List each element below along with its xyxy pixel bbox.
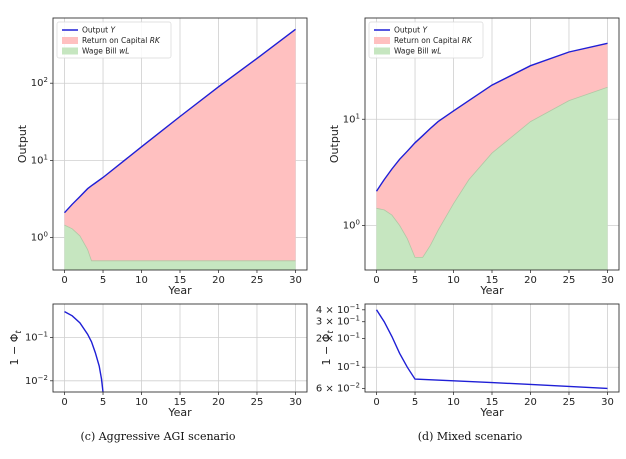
legend-label: Output Y xyxy=(82,26,116,35)
x-tick-label: 20 xyxy=(524,275,537,286)
y-tick-label: 10−1 xyxy=(25,331,48,344)
x-tick-label: 0 xyxy=(373,275,379,286)
x-axis-label: Year xyxy=(167,406,192,419)
y-tick-label: 10−2 xyxy=(25,374,48,387)
x-tick-label: 30 xyxy=(289,397,302,408)
legend-label: Output Y xyxy=(394,26,428,35)
output-line xyxy=(63,28,296,214)
legend-swatch xyxy=(62,47,78,55)
wage-bill-area xyxy=(376,87,608,270)
return-on-capital-area xyxy=(376,43,608,258)
x-tick-label: 30 xyxy=(601,275,614,286)
x-tick-label: 20 xyxy=(212,397,225,408)
x-tick-label: 15 xyxy=(174,397,187,408)
legend-swatch xyxy=(374,37,390,44)
y-axis-label: 1 − Φt xyxy=(320,330,335,366)
y-tick-label: 101 xyxy=(343,112,360,125)
caption-right: (d) Mixed scenario xyxy=(418,430,523,443)
output-line xyxy=(375,42,608,192)
y-axis-label: 1 − Φt xyxy=(8,330,23,366)
x-tick-label: 25 xyxy=(563,397,576,408)
y-tick-label: 3 × 10−1 xyxy=(316,315,360,328)
y-tick-label: 101 xyxy=(31,153,48,166)
legend-box xyxy=(56,21,172,59)
labor-share-line xyxy=(64,310,104,393)
x-tick-label: 5 xyxy=(412,397,418,408)
y-axis-label: Output xyxy=(16,124,29,163)
legend-label: Wage Bill wL xyxy=(394,47,441,56)
return-on-capital-area xyxy=(64,29,296,261)
y-axis-label: Output xyxy=(328,124,341,163)
y-tick-label: 4 × 10−1 xyxy=(316,303,360,316)
panel-c-output-chart: 0 5 10 15 20 25 30 Year 100 101 102 Output Output YR… xyxy=(16,17,308,297)
x-tick-label: 0 xyxy=(373,397,379,408)
panel-d-labor-share-chart: 0 5 10 15 20 25 30 Year 4 × 10−13 × 10−1 2 × 10−1… xyxy=(316,303,620,419)
legend-label: Return on Capital RK xyxy=(394,36,473,45)
x-tick-label: 0 xyxy=(61,275,67,286)
wage-bill-edge xyxy=(376,86,608,258)
x-axis-label: Year xyxy=(167,284,192,297)
x-tick-label: 10 xyxy=(447,275,460,286)
x-tick-label: 15 xyxy=(486,275,499,286)
wage-bill-edge xyxy=(64,224,296,262)
labor-share-line xyxy=(375,309,608,390)
caption-left: (c) Aggressive AGI scenario xyxy=(81,430,236,443)
legend-swatch xyxy=(62,37,78,44)
x-tick-label: 10 xyxy=(135,275,148,286)
x-tick-label: 15 xyxy=(486,397,499,408)
panel-c-labor-share-chart: 0 5 10 15 20 25 30 Year 10−2 10−11 − Φt xyxy=(8,303,308,419)
x-tick-label: 10 xyxy=(447,397,460,408)
legend-box xyxy=(368,21,484,59)
y-tick-label: 6 × 10−2 xyxy=(316,381,360,394)
y-tick-label: 102 xyxy=(31,76,48,89)
x-tick-label: 20 xyxy=(212,275,225,286)
legend-swatch xyxy=(374,47,390,55)
y-tick-label: 10−1 xyxy=(337,360,360,373)
x-tick-label: 20 xyxy=(524,397,537,408)
y-tick-label: 2 × 10−1 xyxy=(316,332,360,345)
x-tick-label: 10 xyxy=(135,397,148,408)
x-tick-label: 25 xyxy=(251,275,264,286)
y-tick-label: 100 xyxy=(343,218,360,231)
x-tick-label: 25 xyxy=(563,275,576,286)
x-axis-label: Year xyxy=(479,284,504,297)
x-tick-label: 25 xyxy=(251,397,264,408)
x-tick-label: 30 xyxy=(601,397,614,408)
x-tick-label: 0 xyxy=(61,397,67,408)
x-tick-label: 5 xyxy=(100,397,106,408)
x-tick-label: 30 xyxy=(289,275,302,286)
x-tick-label: 5 xyxy=(100,275,106,286)
x-axis-label: Year xyxy=(479,406,504,419)
y-tick-label: 100 xyxy=(31,231,48,244)
x-tick-label: 5 xyxy=(412,275,418,286)
x-tick-label: 15 xyxy=(174,275,187,286)
legend-label: Wage Bill wL xyxy=(82,47,129,56)
legend-label: Return on Capital RK xyxy=(82,36,161,45)
